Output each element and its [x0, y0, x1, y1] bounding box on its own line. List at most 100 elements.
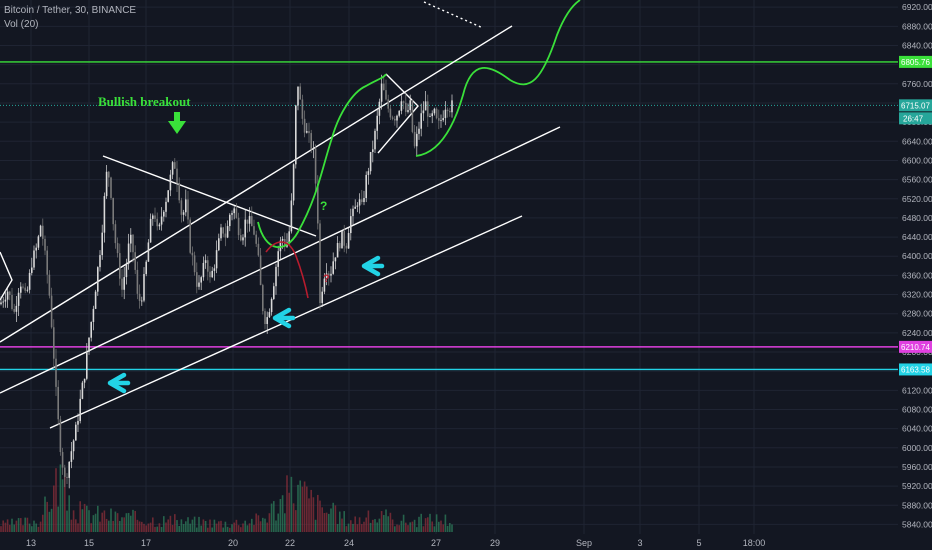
candle-body [182, 212, 185, 215]
candle-body [11, 294, 13, 310]
candle-body [167, 190, 169, 202]
price-level-value: 6805.76 [901, 58, 930, 67]
volume-bar [292, 503, 295, 532]
volume-bar [374, 519, 376, 532]
candle-body [279, 240, 282, 252]
candle-body [28, 272, 31, 290]
volume-bar [345, 526, 348, 532]
time-tick-label: Sep [576, 538, 592, 548]
volume-bar [424, 518, 427, 532]
volume-bar [321, 507, 323, 532]
candle-body [229, 214, 231, 227]
candle-body [244, 219, 246, 238]
candle-body [277, 251, 279, 267]
candle-body [143, 274, 145, 301]
candle-body [361, 199, 363, 203]
candle-body [26, 289, 29, 291]
candle-body [374, 130, 376, 150]
volume-bar [215, 523, 218, 532]
candle-body [449, 111, 451, 113]
time-tick-label: 29 [490, 538, 500, 548]
candle-body [83, 378, 86, 383]
volume-bar [312, 497, 315, 532]
price-tick-label: 6600.00 [902, 155, 932, 165]
volume-bar [402, 514, 405, 532]
candle-body [389, 108, 392, 118]
candle-body [376, 115, 378, 131]
volume-bar [262, 517, 264, 532]
candle-body [334, 257, 337, 262]
volume-bar [191, 519, 194, 532]
candle-body [323, 278, 326, 292]
candle-body [176, 168, 178, 184]
candle-body [189, 219, 191, 253]
candle-body [39, 225, 42, 237]
volume-bar [409, 522, 411, 532]
candle-body [396, 115, 398, 121]
volume-bar [17, 518, 20, 532]
volume-bar [77, 523, 79, 532]
price-tick-label: 6920.00 [902, 2, 932, 12]
price-tick-label: 6880.00 [902, 21, 932, 31]
time-axis-labels: 13 15 17 20 22 24 27 29 Sep 3 5 18:00 [26, 538, 765, 548]
candle-body [268, 312, 271, 318]
candle-body [308, 131, 310, 134]
volume-bar [136, 519, 139, 532]
candle-body [262, 285, 264, 312]
candle-body [90, 321, 92, 338]
candle-body [391, 117, 394, 119]
candle-body [446, 109, 449, 112]
volume-bar [158, 523, 161, 532]
volume-bar [220, 520, 222, 532]
volume-bar [163, 516, 165, 532]
candle-body [180, 200, 183, 215]
candle-body [0, 302, 2, 305]
volume-indicator-label[interactable]: Vol (20) [4, 19, 39, 30]
candle-body [123, 277, 125, 290]
volume-bar [405, 522, 407, 532]
price-level-value: 6163.58 [901, 365, 930, 374]
volume-bar [200, 525, 202, 532]
candle-body [48, 274, 51, 296]
volume-bar [429, 513, 431, 532]
volume-bar [22, 525, 24, 532]
candle-body [235, 208, 238, 218]
candle-body [141, 300, 143, 302]
candle-body [224, 233, 227, 238]
volume-bar [376, 522, 378, 532]
price-level-tag [899, 340, 932, 353]
time-axis[interactable] [0, 534, 898, 550]
time-tick-label: 20 [228, 538, 238, 548]
volume-bar [332, 502, 334, 532]
price-tick-label: 6560.00 [902, 175, 932, 185]
volume-bar [449, 522, 451, 532]
volume-bar [257, 515, 260, 532]
candle-body [380, 83, 383, 102]
candle-body [402, 101, 405, 103]
volume-bar [207, 527, 209, 532]
candle-body [116, 243, 119, 254]
price-axis[interactable] [898, 0, 932, 550]
volume-bar [240, 527, 242, 532]
volume-bar [37, 526, 40, 532]
red-projection-curve [265, 241, 309, 299]
price-tick-label: 6240.00 [902, 328, 932, 338]
candle-body [138, 293, 141, 301]
candle-body [325, 273, 328, 279]
candle-body [339, 243, 341, 249]
triangle-pattern [377, 73, 419, 154]
candle-body [20, 286, 22, 293]
grid [0, 0, 898, 534]
volume-bar [94, 513, 97, 532]
volume-bar [420, 513, 422, 532]
volume-bar [127, 512, 130, 532]
volume-bar [435, 514, 438, 532]
volume-bar [277, 513, 279, 532]
volume-bar [180, 519, 183, 532]
volume-bar [343, 511, 345, 532]
candle-body [72, 440, 75, 452]
volume-bar [147, 523, 150, 532]
bar-countdown: 26:47 [903, 114, 924, 123]
